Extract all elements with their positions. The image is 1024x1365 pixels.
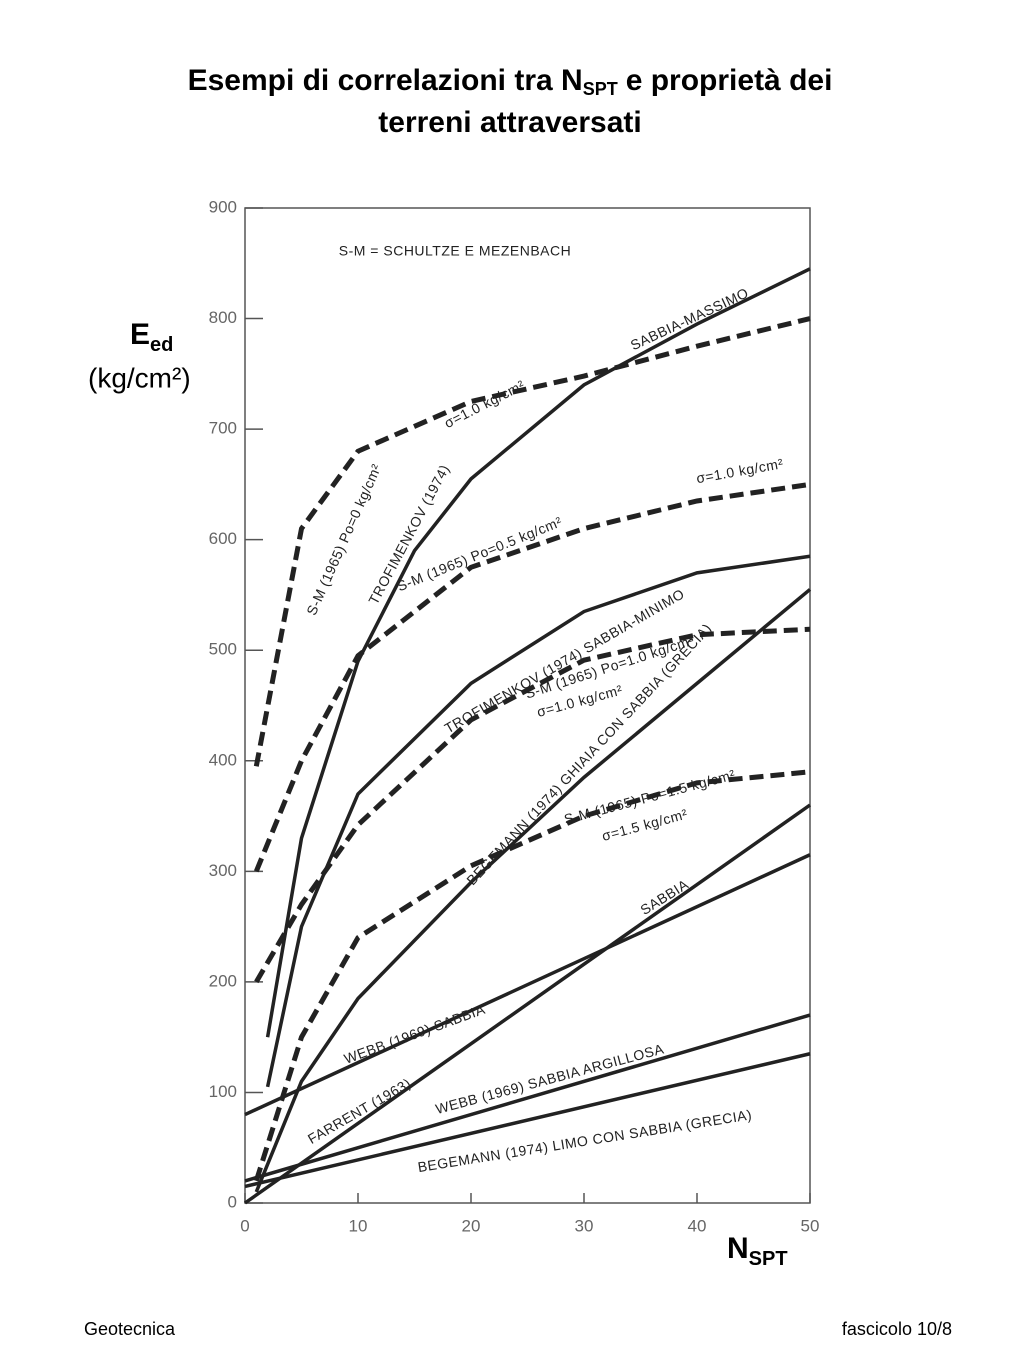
line	[253, 316, 811, 767]
line-label: WEBB (1969) SABBIA	[342, 1001, 488, 1067]
line	[254, 626, 811, 984]
x-tick-label: 20	[462, 1216, 481, 1235]
line	[244, 1013, 811, 1183]
chart-title: Esempi di correlazioni tra NSPT e proprie…	[188, 64, 833, 99]
y-tick-label: 500	[209, 640, 237, 659]
line	[244, 853, 811, 1117]
x-tick-label: 50	[801, 1216, 820, 1235]
line	[243, 803, 812, 1205]
line	[254, 588, 812, 1193]
chart-note: S-M = SCHULTZE E MEZENBACH	[339, 243, 572, 259]
y-tick-label: 700	[209, 419, 237, 438]
line	[265, 267, 811, 1038]
y-axis-unit: (kg/cm²)	[88, 362, 191, 393]
y-axis-label: Eed	[130, 318, 173, 356]
y-tick-label: 800	[209, 308, 237, 327]
y-tick-label: 100	[209, 1082, 237, 1101]
y-tick-label: 900	[209, 197, 237, 216]
chart-title: terreni attraversati	[378, 106, 641, 139]
line-label: WEBB (1969) SABBIA ARGILLOSA	[434, 1040, 666, 1117]
y-tick-label: 400	[209, 750, 237, 769]
y-tick-label: 300	[209, 861, 237, 880]
line	[253, 769, 811, 1182]
x-tick-label: 40	[688, 1216, 707, 1235]
x-tick-label: 30	[575, 1216, 594, 1235]
line	[265, 554, 811, 1088]
footer-right: fascicolo 10/8	[842, 1319, 952, 1339]
y-tick-label: 200	[209, 971, 237, 990]
y-tick-label: 600	[209, 529, 237, 548]
plot-frame	[244, 207, 811, 1204]
footer-left: Geotecnica	[84, 1319, 176, 1339]
line-note: σ=1.0 kg/cm²	[695, 455, 785, 486]
x-tick-label: 0	[240, 1216, 249, 1235]
line-note: σ=1.0 kg/cm²	[441, 377, 527, 431]
y-tick-label: 0	[228, 1192, 237, 1211]
line-note: SABBIA-MASSIMO	[628, 284, 751, 353]
x-tick-label: 10	[349, 1216, 368, 1235]
line	[253, 481, 811, 873]
x-axis-label: NSPT	[727, 1232, 788, 1270]
line	[244, 1052, 811, 1189]
